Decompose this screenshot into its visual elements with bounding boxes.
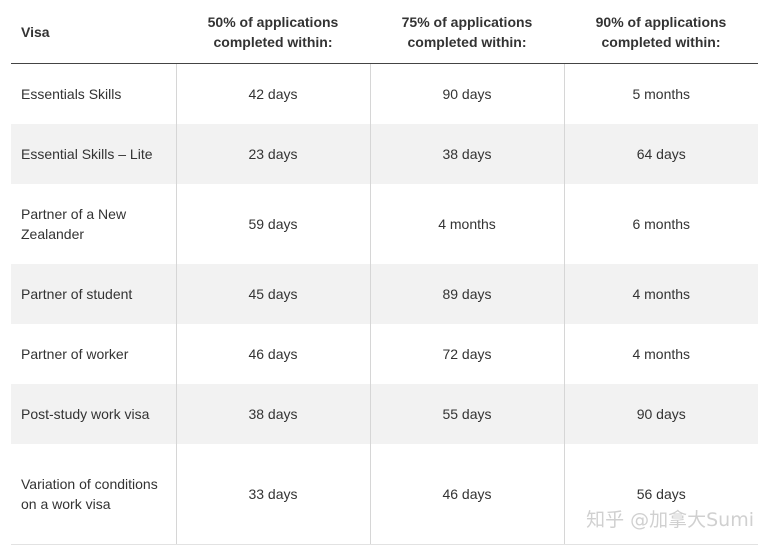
header-50-percent: 50% of applications completed within:	[176, 0, 370, 64]
table-row: Essential Skills – Lite 23 days 38 days …	[11, 124, 758, 184]
header-visa: Visa	[11, 0, 176, 64]
header-90-percent: 90% of applications completed within:	[564, 0, 758, 64]
time-90-cell: 56 days	[563, 444, 758, 545]
visa-name-cell: Partner of worker	[21, 346, 129, 362]
processing-times-table: Visa 50% of applications completed withi…	[11, 0, 758, 545]
header-75-percent: 75% of applications completed within:	[370, 0, 564, 64]
time-90-cell: 4 months	[563, 324, 758, 384]
visa-name-cell: Partner of a New Zealander	[21, 206, 127, 242]
time-50-cell: 59 days	[175, 184, 370, 264]
table-row: Essentials Skills 42 days 90 days 5 mont…	[11, 63, 758, 124]
time-75-cell: 90 days	[369, 63, 564, 124]
time-90-cell: 5 months	[563, 63, 758, 124]
time-90-cell: 90 days	[563, 384, 758, 444]
table-row: Variation of conditions on a work visa 3…	[11, 444, 758, 545]
time-50-cell: 33 days	[175, 444, 370, 545]
time-75-cell: 38 days	[369, 124, 564, 184]
table-row: Partner of a New Zealander 59 days 4 mon…	[11, 184, 758, 264]
time-90-cell: 6 months	[563, 184, 758, 264]
time-50-cell: 42 days	[175, 63, 370, 124]
time-75-cell: 89 days	[369, 264, 564, 324]
time-75-cell: 55 days	[369, 384, 564, 444]
table-row: Partner of worker 46 days 72 days 4 mont…	[11, 324, 758, 384]
visa-name-cell: Partner of student	[11, 264, 176, 324]
time-90-cell: 4 months	[563, 264, 758, 324]
zhihu-watermark: 知乎 @加拿大Sumi	[586, 509, 754, 531]
time-50-cell: 23 days	[175, 124, 370, 184]
visa-name-cell: Essentials Skills	[21, 86, 122, 102]
time-50-cell: 46 days	[175, 324, 370, 384]
visa-name-cell: Variation of conditions on a work visa	[11, 444, 176, 545]
table-header-row: Visa 50% of applications completed withi…	[11, 0, 758, 64]
visa-name-cell: Essential Skills – Lite	[11, 124, 176, 184]
visa-name-cell: Post-study work visa	[11, 384, 176, 444]
time-90-cell: 64 days	[563, 124, 758, 184]
time-50-cell: 38 days	[175, 384, 370, 444]
time-75-cell: 72 days	[369, 324, 564, 384]
time-75-cell: 46 days	[369, 444, 564, 545]
time-50-cell: 45 days	[175, 264, 370, 324]
time-75-cell: 4 months	[369, 184, 564, 264]
table-row: Post-study work visa 38 days 55 days 90 …	[11, 384, 758, 444]
table-row: Partner of student 45 days 89 days 4 mon…	[11, 264, 758, 324]
